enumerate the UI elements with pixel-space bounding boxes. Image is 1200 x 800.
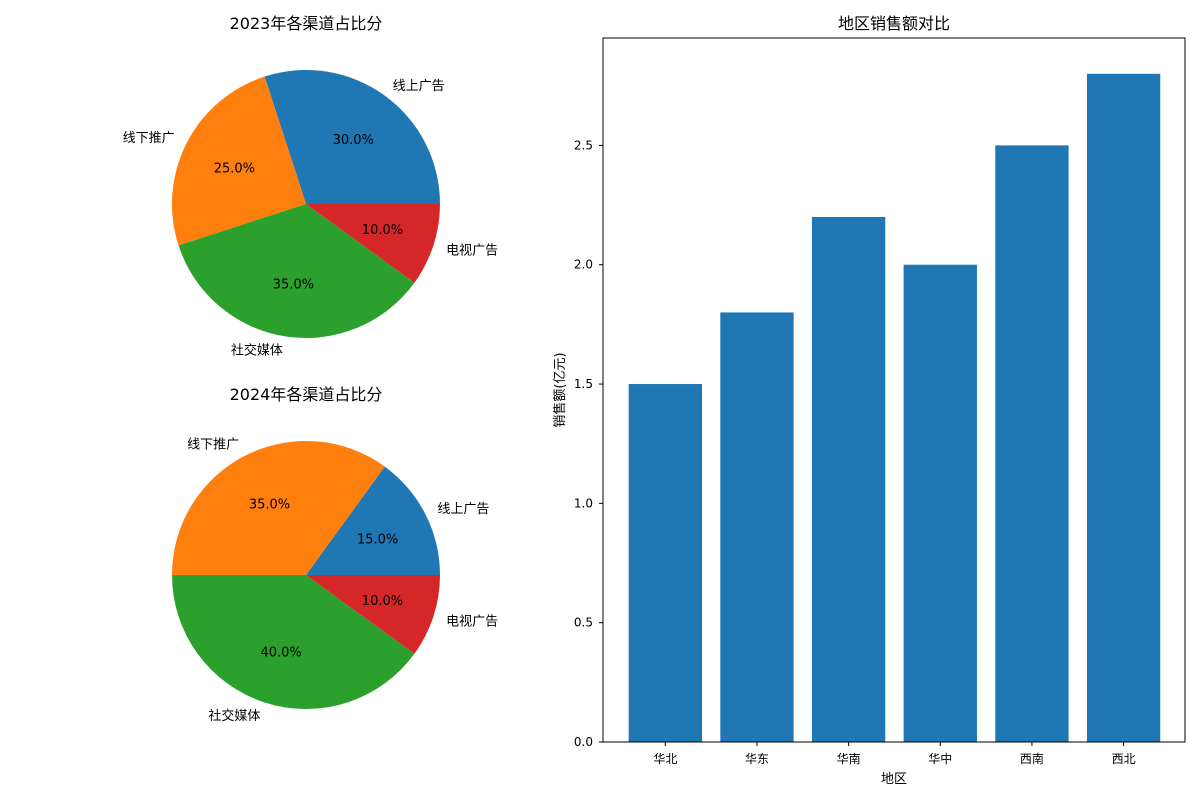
pie-category-label: 电视广告 (446, 244, 498, 259)
x-tick-label: 华中 (928, 751, 952, 766)
x-tick-label: 华东 (745, 752, 769, 766)
y-tick-label: 0.0 (574, 735, 593, 749)
y-axis-label: 销售额(亿元) (552, 352, 568, 427)
bar-华中 (903, 264, 977, 742)
pie-slice-线上广告 (306, 466, 440, 575)
bar-西南 (995, 145, 1069, 742)
pie-percent-label: 40.0% (260, 645, 301, 660)
pie-title: 2024年各渠道占比分 (230, 385, 383, 404)
x-tick-label: 西南 (1020, 751, 1044, 766)
pie-slice-电视广告 (306, 204, 440, 283)
pie-category-label: 线上广告 (393, 79, 445, 94)
bar-华北 (628, 384, 702, 742)
pie-category-label: 线上广告 (437, 502, 489, 517)
pie-percent-label: 15.0% (357, 532, 398, 547)
bar-title: 地区销售额对比 (838, 14, 950, 33)
bar-西北 (1086, 73, 1161, 742)
x-tick-label: 华北 (653, 752, 677, 766)
x-tick-label: 西北 (1112, 752, 1136, 766)
bar-华南 (811, 216, 886, 743)
pie-percent-label: 30.0% (333, 133, 374, 148)
pie-slice-社交媒体 (172, 575, 415, 709)
pie-category-label: 社交媒体 (208, 708, 260, 724)
pie-percent-label: 25.0% (214, 161, 255, 176)
x-axis-label: 地区 (881, 772, 907, 787)
y-tick-label: 2.0 (574, 258, 593, 272)
pie-category-label: 电视广告 (446, 615, 498, 630)
pie-percent-label: 10.0% (362, 223, 403, 238)
bar-华东 (720, 312, 794, 742)
pie-category-label: 社交媒体 (231, 343, 283, 359)
x-tick-label: 华南 (837, 751, 861, 766)
y-tick-label: 0.5 (574, 616, 593, 630)
pie-slice-电视广告 (306, 575, 440, 654)
pie-chart-2024: 2024年各渠道占比分 15.0% 线上广告 35.0% 线下推广 40.0% 社交媒体 10… (172, 385, 498, 724)
y-tick-label: 1.5 (574, 377, 593, 391)
pie-slice-社交媒体 (178, 204, 415, 338)
plot-frame (602, 37, 1186, 743)
y-tick-label: 1.0 (574, 496, 593, 510)
pie-slice-线下推广 (172, 441, 385, 575)
y-tick-label: 2.5 (574, 138, 593, 152)
pie-category-label: 线下推广 (123, 131, 175, 146)
pie-category-label: 线下推广 (187, 438, 239, 453)
pie-slice-线下推广 (172, 76, 306, 246)
pie-slice-线上广告 (264, 69, 440, 204)
pie-title: 2023年各渠道占比分 (230, 14, 383, 33)
pie-percent-label: 10.0% (362, 594, 403, 609)
pie-percent-label: 35.0% (249, 497, 290, 512)
pie-chart-2023: 2023年各渠道占比分 30.0% 线上广告 25.0% 线下推广 35.0% 社交媒体 10… (123, 14, 499, 359)
pie-percent-label: 35.0% (273, 277, 314, 292)
